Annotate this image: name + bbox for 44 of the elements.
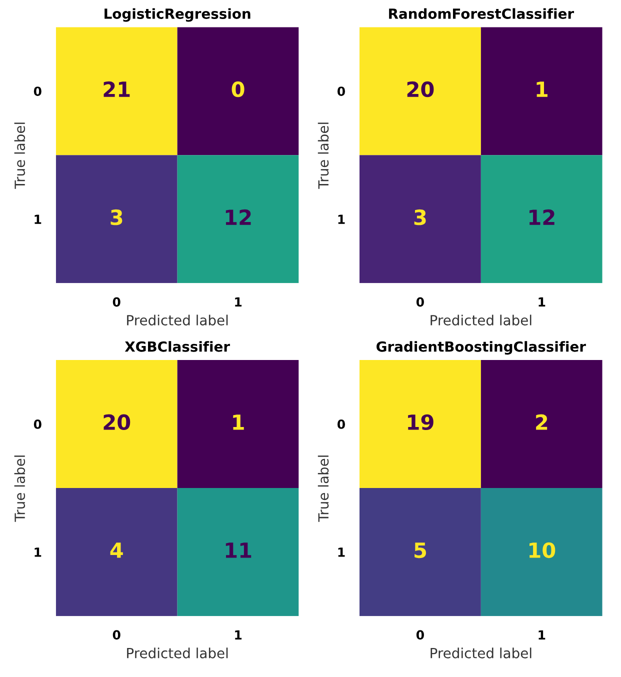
- data-label: 5: [414, 542, 426, 558]
- y-tick-label: 0: [34, 419, 42, 429]
- x-axis-title: Predicted label: [430, 314, 532, 326]
- chart-title: XGBClassifier: [124, 341, 230, 352]
- data-label: 21: [104, 81, 130, 97]
- data-label: 4: [110, 542, 123, 558]
- x-tick-label: 0: [112, 630, 120, 640]
- data-label: 10: [530, 542, 556, 558]
- x-axis-title: Predicted label: [127, 648, 228, 658]
- y-tick-label: 1: [338, 214, 345, 224]
- data-label: 19: [408, 414, 434, 430]
- x-tick-label: 1: [235, 297, 242, 307]
- y-tick-label: 0: [338, 419, 346, 429]
- x-tick-label: 0: [112, 297, 120, 307]
- x-tick-label: 0: [416, 630, 424, 640]
- y-axis-title: True label: [14, 456, 26, 522]
- data-label: 20: [104, 414, 130, 430]
- data-label: 12: [530, 209, 554, 225]
- y-axis-title: True label: [14, 122, 26, 189]
- y-tick-label: 1: [338, 548, 345, 557]
- data-label: 1: [233, 414, 244, 430]
- data-label: 2: [536, 414, 548, 430]
- data-label: 3: [110, 209, 122, 226]
- y-axis-title: True label: [318, 456, 329, 522]
- data-label: 20: [407, 81, 434, 98]
- y-tick-label: 0: [338, 86, 346, 96]
- data-label: 12: [226, 209, 251, 225]
- y-tick-label: 1: [34, 548, 42, 557]
- x-axis-title: Predicted label: [430, 648, 532, 658]
- data-label: 1: [536, 82, 548, 97]
- x-tick-label: 1: [538, 297, 546, 307]
- x-tick-label: 1: [235, 630, 242, 640]
- data-label: 11: [226, 542, 252, 558]
- y-tick-label: 1: [34, 214, 42, 224]
- chart-title: RandomForestClassifier: [389, 8, 574, 19]
- x-axis-title: Predicted label: [127, 314, 228, 326]
- chart-title: LogisticRegression: [104, 8, 250, 22]
- chart-title: GradientBoostingClassifier: [376, 341, 586, 355]
- data-label: 3: [414, 209, 426, 226]
- x-tick-label: 0: [416, 297, 424, 307]
- data-label: 0: [232, 81, 244, 98]
- y-tick-label: 0: [34, 86, 42, 96]
- x-tick-label: 1: [538, 630, 546, 640]
- y-axis-title: True label: [318, 122, 329, 189]
